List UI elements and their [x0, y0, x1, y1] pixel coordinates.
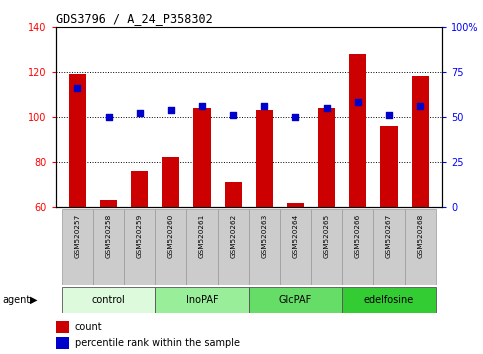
Bar	[217, 209, 249, 285]
Point	[292, 114, 299, 120]
Point	[229, 112, 237, 118]
Bar	[186, 209, 217, 285]
Text: GSM520267: GSM520267	[386, 214, 392, 258]
Point	[167, 107, 175, 113]
Text: GlcPAF: GlcPAF	[279, 295, 312, 305]
Bar	[62, 209, 93, 285]
Point	[354, 99, 362, 105]
Bar	[100, 200, 117, 207]
Text: edelfosine: edelfosine	[364, 295, 414, 305]
Bar	[311, 209, 342, 285]
Text: count: count	[75, 322, 102, 332]
Point	[323, 105, 330, 110]
Bar	[56, 337, 69, 349]
Text: GSM520264: GSM520264	[293, 214, 298, 258]
Bar	[373, 209, 405, 285]
Point	[416, 103, 424, 109]
Bar	[318, 108, 335, 207]
Text: GSM520265: GSM520265	[324, 214, 330, 258]
Bar	[287, 202, 304, 207]
Point	[198, 103, 206, 109]
Bar	[124, 209, 155, 285]
Bar	[249, 209, 280, 285]
Point	[136, 110, 143, 116]
Text: GDS3796 / A_24_P358302: GDS3796 / A_24_P358302	[56, 12, 213, 25]
Point	[260, 103, 268, 109]
Bar	[131, 171, 148, 207]
Bar	[155, 209, 186, 285]
Bar	[405, 209, 436, 285]
Text: GSM520266: GSM520266	[355, 214, 361, 258]
Text: GSM520260: GSM520260	[168, 214, 174, 258]
Text: InoPAF: InoPAF	[185, 295, 218, 305]
Point	[385, 112, 393, 118]
Bar	[56, 321, 69, 333]
Bar	[412, 76, 429, 207]
Text: ▶: ▶	[30, 295, 38, 305]
Bar	[249, 287, 342, 313]
Bar	[62, 287, 155, 313]
Text: percentile rank within the sample: percentile rank within the sample	[75, 338, 240, 348]
Text: control: control	[92, 295, 126, 305]
Bar	[225, 182, 242, 207]
Text: GSM520257: GSM520257	[74, 214, 80, 258]
Bar	[155, 287, 249, 313]
Bar	[349, 54, 367, 207]
Bar	[162, 158, 179, 207]
Bar	[280, 209, 311, 285]
Text: GSM520259: GSM520259	[137, 214, 142, 258]
Bar	[342, 209, 373, 285]
Text: GSM520263: GSM520263	[261, 214, 267, 258]
Bar	[256, 110, 273, 207]
Bar	[342, 287, 436, 313]
Bar	[69, 74, 86, 207]
Point	[105, 114, 113, 120]
Text: GSM520268: GSM520268	[417, 214, 423, 258]
Bar	[193, 108, 211, 207]
Point	[73, 85, 81, 91]
Text: agent: agent	[2, 295, 30, 305]
Bar	[381, 126, 398, 207]
Text: GSM520261: GSM520261	[199, 214, 205, 258]
Bar	[93, 209, 124, 285]
Text: GSM520262: GSM520262	[230, 214, 236, 258]
Text: GSM520258: GSM520258	[105, 214, 112, 258]
